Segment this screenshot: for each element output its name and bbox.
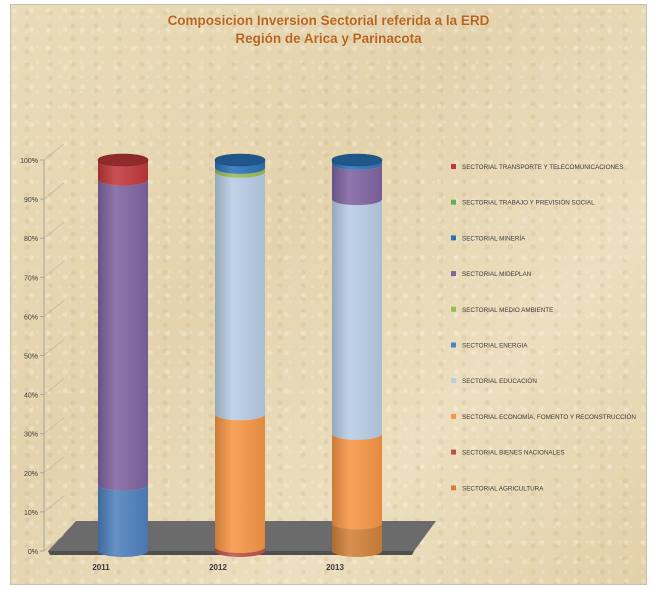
legend-swatch (451, 306, 456, 312)
bar-top-cap-2011 (97, 153, 149, 167)
bar-segment-2011-4 (98, 484, 148, 557)
bar-segment-2011-9 (98, 160, 148, 186)
legend-label: SECTORIAL EDUCACIÓN (462, 376, 537, 385)
legend-label: SECTORIAL TRABAJO Y PREVISIÓN SOCIAL (462, 198, 595, 207)
y-tick-depth (43, 378, 65, 395)
bar-segment-2012-3 (214, 171, 265, 421)
bar-segment-2013-3 (332, 199, 382, 440)
bar-stack-2013 (331, 153, 383, 557)
bar-segment-2013-2 (332, 433, 382, 530)
y-tick-depth (43, 261, 65, 278)
legend-label: SECTORIAL MIDEPLAN (462, 271, 532, 278)
y-tick-depth (43, 534, 65, 552)
y-axis: 0% 10% 20% 30% 40% 50% 60% 70% 80% 90% 100% (20, 143, 65, 556)
y-tick-depth (43, 182, 65, 200)
bar-segment-2011-6 (98, 179, 148, 491)
bar-segment-2012-5 (214, 167, 265, 178)
y-tick-label: 80% (24, 236, 38, 243)
y-tick-depth (43, 221, 65, 239)
legend-label: SECTORIAL ENERGIA (462, 343, 528, 350)
y-tick-label: 20% (24, 471, 38, 478)
y-tick-depth (43, 300, 65, 317)
bar-stack-2012 (214, 153, 266, 557)
y-tick-label: 60% (24, 314, 38, 321)
legend-swatch (451, 485, 456, 491)
bar-segment-2012-2 (214, 414, 265, 554)
legend-label: SECTORIAL AGRICULTURA (462, 485, 544, 492)
x-axis: 2011 2012 2013 (92, 563, 344, 572)
legend: SECTORIAL TRANSPORTE Y TELECOMUNICACIONE… (451, 164, 636, 492)
y-tick-label: 70% (24, 275, 38, 282)
y-tick-label: 50% (24, 354, 38, 361)
bars (97, 153, 383, 557)
legend-swatch (451, 342, 456, 348)
chart-title: Composicion Inversion Sectorial referida… (167, 13, 490, 28)
chart-subtitle: Región de Arica y Parinacota (235, 31, 422, 46)
legend-swatch (451, 235, 456, 241)
legend-label: SECTORIAL MEDIO AMBIENTE (462, 307, 553, 314)
legend-label: SECTORIAL ECONOMÍA, FOMENTO Y RECONSTRUC… (462, 412, 636, 421)
y-tick-label: 30% (24, 432, 38, 439)
x-tick-label: 2013 (326, 563, 344, 572)
y-tick-label: 40% (24, 393, 38, 400)
bar-segment-2013-7 (332, 160, 382, 170)
bar-segment-2013-6 (332, 163, 382, 206)
legend-label: SECTORIAL TRANSPORTE Y TELECOMUNICACIONE… (462, 164, 623, 171)
y-tick-depth (43, 417, 65, 434)
bar-segment-2012-1 (215, 547, 265, 557)
legend-swatch (451, 271, 456, 277)
bar-segment-2012-7 (214, 160, 265, 174)
y-tick-label: 10% (24, 510, 38, 517)
legend-label: SECTORIAL BIENES NACIONALES (462, 450, 565, 457)
y-tick-label: 0% (28, 549, 38, 556)
y-tick-depth (43, 339, 65, 356)
y-tick-depth (43, 495, 65, 513)
y-tick-label: 100% (20, 158, 38, 165)
y-tick-depth (43, 456, 65, 474)
chart-title-block: Composicion Inversion Sectorial referida… (10, 12, 647, 48)
legend-swatch (451, 199, 456, 205)
legend-swatch (451, 449, 456, 455)
legend-swatch (451, 164, 456, 169)
x-tick-label: 2012 (209, 563, 227, 572)
bar-stack-2011 (97, 153, 149, 557)
x-tick-label: 2011 (92, 563, 110, 572)
y-tick-label: 90% (24, 197, 38, 204)
y-tick-depth (43, 143, 65, 161)
legend-swatch (451, 378, 456, 384)
bar-segment-2013-0 (332, 523, 382, 557)
legend-label: SECTORIAL MINERÍA (462, 233, 526, 242)
legend-swatch (451, 413, 456, 419)
bar-top-cap-2013 (331, 153, 383, 167)
bar-top-cap-2012 (214, 153, 266, 167)
